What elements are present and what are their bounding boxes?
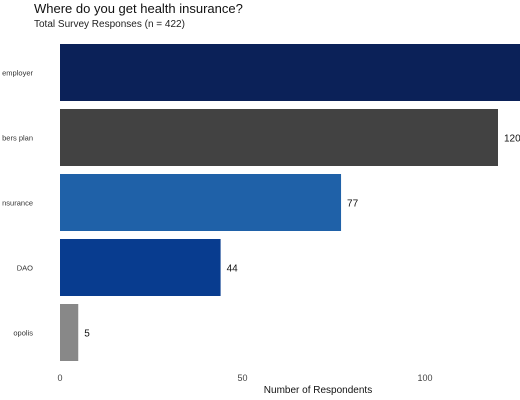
- bar-employer: [60, 44, 520, 101]
- bar-nsurance: [60, 174, 342, 231]
- chart-subtitle: Total Survey Responses (n = 422): [34, 19, 185, 30]
- category-label: employer: [2, 69, 33, 78]
- value-label: 44: [227, 264, 239, 275]
- category-labels: employer bers plan nsurance DAO opolis: [2, 69, 33, 338]
- bar-dao: [60, 239, 221, 296]
- bar-opolis: [60, 304, 79, 361]
- value-label: 77: [347, 199, 359, 210]
- value-labels: 120 77 44 5: [84, 134, 520, 340]
- bar-bers-plan: [60, 109, 498, 166]
- x-axis-ticks: 0 50 100: [57, 373, 432, 383]
- chart-title: Where do you get health insurance?: [34, 1, 243, 16]
- category-label: bers plan: [2, 134, 33, 143]
- x-tick-label: 100: [417, 373, 432, 383]
- x-tick-label: 0: [57, 373, 62, 383]
- x-axis-title: Number of Respondents: [264, 385, 372, 396]
- x-tick-label: 50: [237, 373, 247, 383]
- value-label: 5: [84, 329, 90, 340]
- category-label: opolis: [13, 329, 33, 338]
- value-label: 120: [504, 134, 520, 145]
- category-label: nsurance: [2, 199, 33, 208]
- bars-group: [60, 44, 520, 361]
- category-label: DAO: [17, 264, 33, 273]
